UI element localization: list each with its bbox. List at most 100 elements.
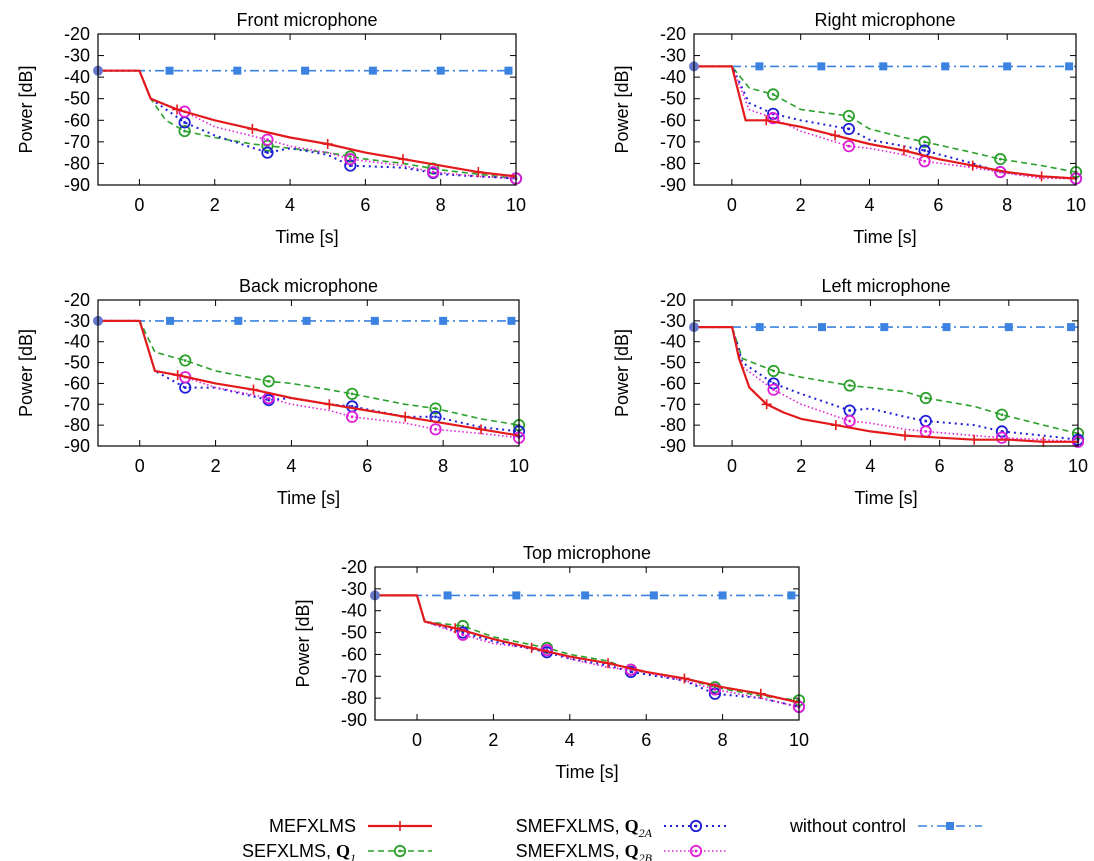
series-marker-sef-dot: [267, 379, 271, 383]
series-marker-noc: [880, 323, 889, 332]
y-tick-label: -90: [660, 436, 686, 456]
series-line-sef: [98, 69, 516, 180]
x-tick-label: 2: [488, 730, 498, 750]
y-axis-label: Power [dB]: [612, 329, 632, 417]
chart-title: Front microphone: [236, 10, 377, 30]
x-tick-label: 0: [412, 730, 422, 750]
x-tick-label: 8: [718, 730, 728, 750]
series-marker-noc: [941, 62, 950, 71]
legend-marker-sef: [393, 844, 407, 858]
series-marker-sef-dot: [771, 93, 775, 96]
series-marker-mef: [603, 658, 614, 669]
y-tick-label: -90: [341, 710, 367, 730]
chart-title: Back microphone: [239, 276, 378, 296]
series-marker-sef: [994, 153, 1007, 166]
y-tick-label: -30: [64, 46, 90, 66]
series-marker-noc: [234, 316, 243, 325]
x-tick-label: 0: [727, 456, 737, 476]
series-marker-noc: [817, 62, 826, 71]
series-marker-sef: [919, 391, 932, 405]
series-marker-q2b-dot: [266, 138, 269, 142]
series-marker-noc: [436, 66, 445, 75]
x-axis-label: Time [s]: [555, 762, 618, 782]
series-marker-noc: [443, 591, 452, 600]
series-marker-q2b: [843, 414, 856, 428]
series-marker-sef: [178, 124, 191, 138]
series-line-sef: [694, 326, 1078, 435]
y-tick-label: -80: [660, 153, 686, 173]
series-marker-noc: [942, 323, 951, 332]
series-marker-sef-dot: [772, 369, 775, 373]
plot-frame: [97, 299, 520, 447]
series-marker-noc: [1067, 323, 1076, 332]
series-marker-q2a-dot: [434, 415, 437, 419]
series-marker-sef: [918, 135, 931, 148]
y-tick-label: -20: [64, 290, 90, 310]
x-tick-label: 10: [1066, 195, 1086, 215]
series-marker-mef: [1036, 171, 1047, 182]
legend-marker-q2b: [689, 844, 703, 858]
plot-frame: [374, 566, 800, 721]
x-axis-label: Time [s]: [854, 488, 917, 508]
series-marker-mef: [450, 623, 461, 634]
series-marker-q2b: [767, 383, 780, 396]
x-tick-label: 10: [1068, 456, 1088, 476]
series-marker-mef: [761, 399, 772, 410]
series-line-q2b: [98, 69, 516, 180]
y-tick-label: -80: [660, 415, 686, 435]
series-marker-q2a-dot: [923, 149, 926, 152]
series-marker-mef: [830, 420, 841, 431]
x-axis-label: Time [s]: [275, 227, 338, 247]
series-marker-q2b-dot: [348, 157, 352, 161]
x-tick-label: 4: [865, 195, 875, 215]
series-line-mef: [98, 69, 516, 178]
series-line-sef: [375, 594, 799, 702]
plot-frame: [693, 33, 1077, 186]
legend-label-q2a: SMEFXLMS, Q2A: [516, 816, 653, 840]
series-marker-q2b-dot: [267, 396, 271, 400]
series-marker-q2a-dot: [183, 386, 187, 389]
series-marker-q2b: [767, 112, 780, 125]
y-tick-label: -60: [64, 110, 90, 130]
series-marker-mef: [898, 145, 909, 156]
series-marker-sef-dot: [998, 157, 1002, 161]
chart-title: Right microphone: [814, 10, 955, 30]
series-marker-mef: [830, 130, 841, 141]
y-tick-label: -50: [64, 353, 90, 373]
x-tick-label: 6: [935, 456, 945, 476]
y-tick-label: -70: [64, 132, 90, 152]
chart-title: Top microphone: [523, 543, 651, 563]
x-tick-label: 8: [436, 195, 446, 215]
y-tick-label: -50: [660, 353, 686, 373]
x-tick-label: 10: [509, 456, 529, 476]
x-tick-label: 4: [565, 730, 575, 750]
series-marker-sef-dot: [848, 384, 852, 387]
series-marker-mef: [967, 160, 978, 171]
series-marker-mef: [1038, 436, 1049, 447]
y-tick-label: -90: [64, 175, 90, 195]
legend-marker-sef-dot: [398, 849, 402, 853]
series-marker-q2b-dot: [431, 170, 435, 174]
series-marker-mef: [172, 104, 183, 115]
series-marker-noc: [165, 66, 174, 75]
y-tick-label: -60: [341, 644, 367, 664]
y-tick-label: -40: [660, 67, 686, 87]
y-tick-label: -40: [341, 601, 367, 621]
y-tick-label: -70: [341, 666, 367, 686]
series-marker-mef: [473, 167, 484, 178]
series-marker-q2b: [344, 153, 357, 166]
series-marker-q2b: [842, 140, 855, 153]
y-axis-label: Power [dB]: [293, 599, 313, 687]
series-line-mef: [694, 65, 1076, 180]
plot-frame: [693, 299, 1079, 447]
panel-front: Front microphone -20-30-40-50-60-70-80-90…: [16, 10, 526, 247]
y-tick-label: -40: [660, 332, 686, 352]
series-marker-sef-dot: [434, 407, 437, 410]
y-tick-label: -20: [660, 290, 686, 310]
series-marker-q2b: [429, 423, 442, 436]
panel-right: Right microphone -20-30-40-50-60-70-80-90…: [612, 10, 1086, 247]
series-marker-q2b: [178, 105, 191, 118]
series-marker-sef-dot: [924, 396, 928, 400]
series-marker-q2b-dot: [434, 427, 437, 431]
